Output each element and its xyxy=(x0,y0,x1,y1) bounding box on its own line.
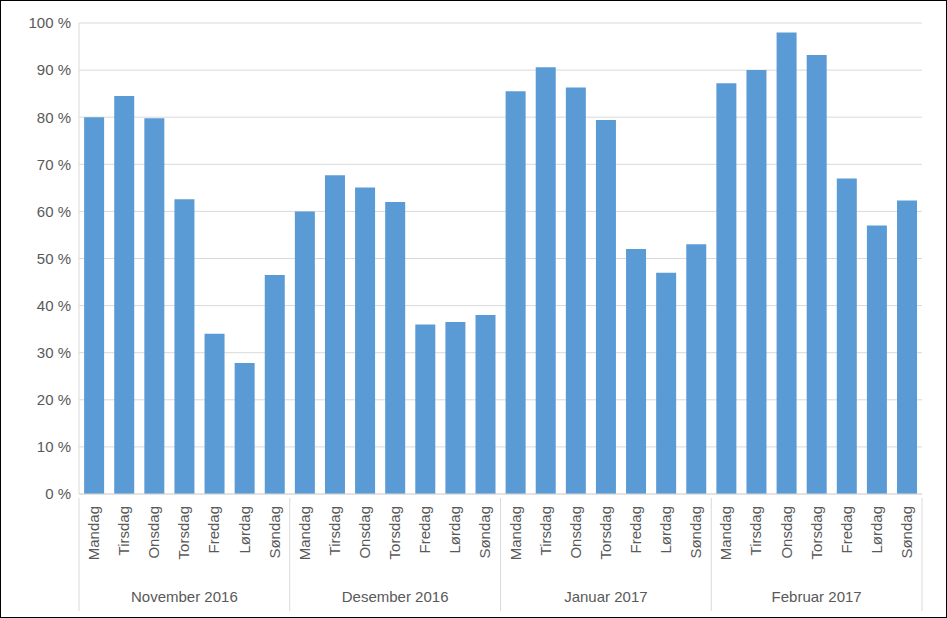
svg-text:Lørdag: Lørdag xyxy=(446,506,463,554)
svg-text:Mandag: Mandag xyxy=(507,506,524,560)
svg-text:Januar 2017: Januar 2017 xyxy=(564,588,647,605)
svg-text:Tirsdag: Tirsdag xyxy=(537,506,554,555)
svg-text:20 %: 20 % xyxy=(37,391,71,408)
svg-text:Torsdag: Torsdag xyxy=(808,506,825,559)
svg-text:Torsdag: Torsdag xyxy=(597,506,614,559)
svg-text:30 %: 30 % xyxy=(37,344,71,361)
svg-text:80 %: 80 % xyxy=(37,109,71,126)
svg-text:Søndag: Søndag xyxy=(898,506,915,559)
svg-text:90 %: 90 % xyxy=(37,61,71,78)
svg-text:Lørdag: Lørdag xyxy=(868,506,885,554)
svg-text:Torsdag: Torsdag xyxy=(175,506,192,559)
svg-text:Søndag: Søndag xyxy=(476,506,493,559)
svg-text:Søndag: Søndag xyxy=(687,506,704,559)
svg-text:Fredag: Fredag xyxy=(205,506,222,554)
svg-text:10 %: 10 % xyxy=(37,438,71,455)
svg-text:Fredag: Fredag xyxy=(627,506,644,554)
svg-text:Mandag: Mandag xyxy=(296,506,313,560)
svg-text:Fredag: Fredag xyxy=(416,506,433,554)
svg-text:Tirsdag: Tirsdag xyxy=(115,506,132,555)
svg-text:40 %: 40 % xyxy=(37,297,71,314)
svg-text:Lørdag: Lørdag xyxy=(236,506,253,554)
svg-text:Desember 2016: Desember 2016 xyxy=(342,588,449,605)
svg-text:Onsdag: Onsdag xyxy=(145,506,162,559)
svg-text:November 2016: November 2016 xyxy=(131,588,238,605)
svg-text:Onsdag: Onsdag xyxy=(567,506,584,559)
svg-text:Søndag: Søndag xyxy=(266,506,283,559)
svg-text:Torsdag: Torsdag xyxy=(386,506,403,559)
svg-text:Februar 2017: Februar 2017 xyxy=(772,588,862,605)
svg-text:0 %: 0 % xyxy=(45,485,71,502)
svg-text:Tirsdag: Tirsdag xyxy=(747,506,764,555)
svg-text:Lørdag: Lørdag xyxy=(657,506,674,554)
svg-text:Mandag: Mandag xyxy=(717,506,734,560)
svg-text:60 %: 60 % xyxy=(37,203,71,220)
svg-text:Fredag: Fredag xyxy=(838,506,855,554)
svg-text:Tirsdag: Tirsdag xyxy=(326,506,343,555)
svg-text:100 %: 100 % xyxy=(28,14,71,31)
svg-text:Onsdag: Onsdag xyxy=(356,506,373,559)
svg-text:50 %: 50 % xyxy=(37,250,71,267)
svg-text:Onsdag: Onsdag xyxy=(778,506,795,559)
svg-text:70 %: 70 % xyxy=(37,156,71,173)
svg-text:Mandag: Mandag xyxy=(85,506,102,560)
